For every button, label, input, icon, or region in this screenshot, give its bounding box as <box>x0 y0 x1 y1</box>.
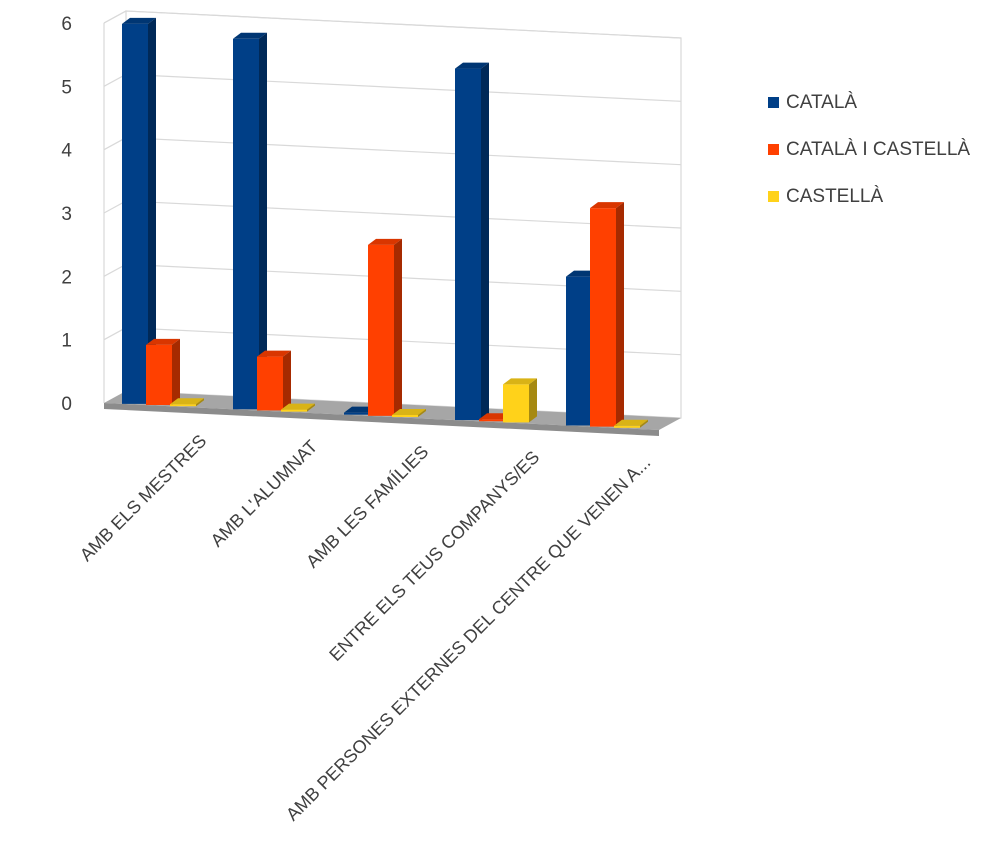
bar-castell--4 <box>614 425 640 428</box>
category-label: AMB ELS MESTRES <box>76 431 210 565</box>
bar-castell--0 <box>170 404 196 407</box>
bar-catal-i-castell--4 <box>590 208 616 427</box>
y-tick-label: 1 <box>61 331 72 352</box>
y-tick-label: 6 <box>61 14 72 35</box>
gridline <box>103 73 682 102</box>
y-tick-label: 0 <box>61 394 72 415</box>
bar-catal-i-castell--0 <box>146 344 172 406</box>
legend-swatch-1 <box>768 144 779 155</box>
bar-side <box>394 238 402 416</box>
legend-label-1: CATALÀ I CASTELLÀ <box>786 139 970 160</box>
bar-top <box>281 403 315 410</box>
bar-top <box>257 350 291 357</box>
y-tick-label: 5 <box>61 77 72 98</box>
bar-catal--2 <box>344 412 370 415</box>
bar-castell--3 <box>503 384 529 423</box>
bar-side <box>172 338 180 406</box>
bar-top <box>233 32 267 39</box>
category-label: AMB L'ALUMNAT <box>207 436 322 551</box>
legend-label-0: CATALÀ <box>786 92 857 113</box>
bar-side <box>616 202 624 427</box>
bar-side <box>283 350 291 411</box>
bar-side <box>196 398 204 407</box>
category-label: ENTRE ELS TEUS COMPANYS/ES <box>325 447 543 665</box>
category-label: AMB LES FAMÍLIES <box>302 442 432 572</box>
gridline <box>103 10 682 39</box>
bars <box>122 17 648 428</box>
bar-catal-i-castell--1 <box>257 356 283 411</box>
bar-catal--3 <box>455 68 481 421</box>
bar-side <box>481 62 489 421</box>
floor-edge <box>104 403 659 436</box>
bar-top <box>146 338 180 345</box>
y-tick-label: 2 <box>61 267 72 288</box>
bar-side <box>307 403 315 412</box>
y-axis-tick-labels: 0 1 2 3 4 5 6 <box>61 14 72 415</box>
bar-catal--0 <box>122 23 148 404</box>
bar-top <box>368 238 402 245</box>
bar-side <box>418 409 426 418</box>
legend-swatch-2 <box>768 191 779 202</box>
bar-side <box>640 419 648 428</box>
bar-top <box>392 409 426 416</box>
bar-top <box>503 378 537 385</box>
bar-catal--1 <box>233 38 259 410</box>
bar-castell--1 <box>281 409 307 412</box>
bar-catal-i-castell--3 <box>479 419 505 422</box>
legend-swatch-0 <box>768 97 779 108</box>
bar-top <box>614 419 648 426</box>
bar-side <box>148 17 156 404</box>
y-tick-label: 3 <box>61 204 72 225</box>
legend-label-2: CASTELLÀ <box>786 186 883 207</box>
bar-side <box>259 32 267 410</box>
bar-top <box>170 398 204 405</box>
gridline <box>103 137 682 166</box>
legend: CATALÀ CATALÀ I CASTELLÀ CASTELLÀ <box>768 92 970 207</box>
y-tick-label: 4 <box>61 141 72 162</box>
bar-top <box>122 17 156 24</box>
bar-side <box>529 378 537 423</box>
bar-top <box>590 202 624 209</box>
bar-catal-i-castell--2 <box>368 244 394 416</box>
bar-catal--4 <box>566 276 592 426</box>
bar-castell--2 <box>392 415 418 418</box>
bar-top <box>455 62 489 69</box>
